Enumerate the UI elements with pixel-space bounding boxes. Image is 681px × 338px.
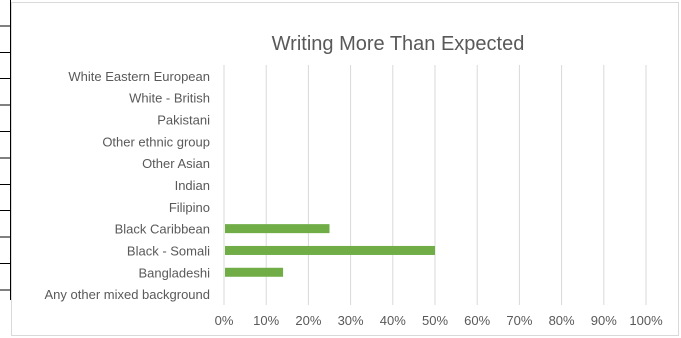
- x-tick-label: 30%: [338, 313, 364, 328]
- x-tick-label: 60%: [464, 313, 490, 328]
- category-label: White - British: [129, 91, 210, 106]
- x-tick-label: 70%: [506, 313, 532, 328]
- x-tick-label: 0%: [215, 313, 234, 328]
- bar: [225, 245, 435, 255]
- bar: [225, 224, 330, 234]
- bars: [225, 224, 435, 277]
- bar: [225, 267, 284, 277]
- category-label: Pakistani: [157, 113, 210, 128]
- x-tick-label: 40%: [380, 313, 406, 328]
- category-label: Black Caribbean: [115, 222, 210, 237]
- spreadsheet-cell-border: [0, 0, 11, 300]
- x-tick-label: 90%: [591, 313, 617, 328]
- x-tick-labels: 0% 10% 20% 30% 40% 50% 60% 70% 80% 90% 100%: [215, 313, 663, 328]
- category-label: Other ethnic group: [102, 134, 210, 149]
- x-tick-label: 10%: [253, 313, 279, 328]
- category-label: Any other mixed background: [45, 287, 210, 302]
- category-label: Black - Somali: [127, 243, 210, 258]
- x-tick-label: 100%: [629, 313, 663, 328]
- chart-title: Writing More Than Expected: [272, 33, 525, 55]
- bar-chart: Writing More Than Expected White Eastern…: [45, 33, 664, 328]
- category-label: Bangladeshi: [138, 265, 210, 280]
- category-label: White Eastern European: [68, 69, 210, 84]
- chart-area[interactable]: Writing More Than Expected White Eastern…: [11, 2, 679, 336]
- x-tick-label: 20%: [295, 313, 321, 328]
- gridlines: [223, 65, 647, 305]
- category-label: Other Asian: [142, 156, 210, 171]
- category-labels: White Eastern European White - British Pak…: [45, 69, 211, 302]
- x-tick-label: 80%: [549, 313, 575, 328]
- category-label: Filipino: [169, 200, 210, 215]
- category-label: Indian: [175, 178, 210, 193]
- x-tick-label: 50%: [422, 313, 448, 328]
